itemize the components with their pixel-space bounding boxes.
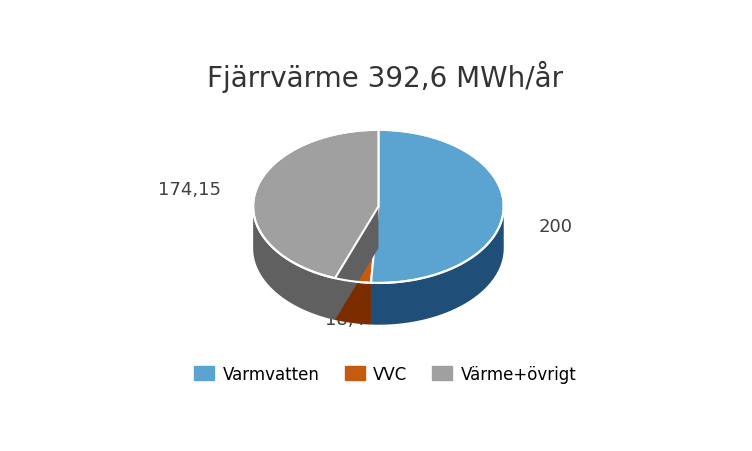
Polygon shape — [253, 130, 378, 279]
Polygon shape — [335, 279, 371, 325]
Polygon shape — [335, 207, 378, 320]
Text: Fjärrvärme 392,6 MWh/år: Fjärrvärme 392,6 MWh/år — [208, 61, 563, 93]
Polygon shape — [371, 207, 504, 325]
Legend: Varmvatten, VVC, Värme+övrigt: Varmvatten, VVC, Värme+övrigt — [188, 359, 583, 390]
Polygon shape — [371, 207, 378, 325]
Text: 18,4: 18,4 — [326, 310, 365, 328]
Text: 200: 200 — [538, 217, 573, 235]
Polygon shape — [253, 207, 335, 320]
Polygon shape — [335, 207, 378, 320]
Polygon shape — [371, 130, 504, 283]
Polygon shape — [371, 207, 378, 325]
Polygon shape — [335, 207, 378, 283]
Text: 174,15: 174,15 — [158, 181, 220, 199]
